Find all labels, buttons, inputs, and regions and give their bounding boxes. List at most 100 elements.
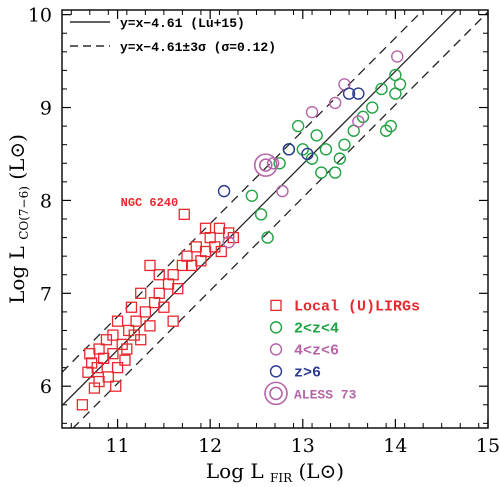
legend-marker-4-outer <box>264 381 288 406</box>
point-2-2 <box>305 105 319 119</box>
legend-marker-label-4: ALESS 73 <box>294 387 357 402</box>
point-0-10 <box>111 361 124 374</box>
point-0-39 <box>227 231 239 244</box>
x-tick-label: 13 <box>291 435 315 457</box>
point-3-3 <box>342 87 356 100</box>
x-tick-label: 14 <box>383 435 407 457</box>
fit-upper-3sigma <box>62 10 425 373</box>
legend-line-label-0: y=x−4.61 (Lu+15) <box>120 16 245 31</box>
point-0-35 <box>204 231 216 244</box>
point-1-19 <box>379 124 393 137</box>
point-0-46 <box>84 348 96 360</box>
point-3-2 <box>301 147 314 161</box>
point-0-12 <box>107 329 119 341</box>
legend-line-label-1: y=x−4.61±3σ (σ=0.12) <box>120 40 276 55</box>
point-0-40 <box>178 208 190 221</box>
point-0-31 <box>186 259 198 272</box>
point-2-5 <box>391 50 404 63</box>
point-0-8 <box>93 343 105 355</box>
point-1-0 <box>245 189 259 202</box>
point-0-13 <box>121 343 133 355</box>
legend-marker-4 <box>269 386 283 401</box>
point-0-49 <box>119 354 131 366</box>
point-1-9 <box>328 166 342 179</box>
point-0-6 <box>102 371 114 383</box>
fit-lines <box>62 10 488 428</box>
point-1-2 <box>261 231 274 244</box>
point-0-44 <box>199 222 212 234</box>
point-1-18 <box>389 68 402 82</box>
point-1-22 <box>315 166 328 179</box>
point-0-20 <box>125 301 138 313</box>
point-0-21 <box>144 320 156 332</box>
point-0-0 <box>76 399 89 411</box>
legend-marker-0 <box>270 299 282 312</box>
legend-markers: Local (U)LIRGs 2<z<4 4<z<6 z>6 ALESS 73 <box>264 298 420 406</box>
legend-marker-3 <box>269 365 283 378</box>
point-0-45 <box>215 245 227 258</box>
point-0-26 <box>153 269 165 281</box>
point-0-28 <box>176 259 189 272</box>
data-points <box>76 50 407 411</box>
point-2-3 <box>328 96 342 110</box>
point-3-4 <box>352 87 365 100</box>
point-4-0 <box>258 158 273 172</box>
axis-labels: Log L FIR (L⊙) Log L CO(7−6) (L⊙) <box>5 134 344 485</box>
point-1-12 <box>356 110 370 124</box>
legend-lines: y=x−4.61 (Lu+15) y=x−4.61±3σ (σ=0.12) <box>70 16 276 55</box>
point-1-21 <box>333 152 347 165</box>
legend-marker-label-1: 2<z<4 <box>294 320 339 337</box>
legend-marker-label-3: z>6 <box>294 364 321 381</box>
point-0-23 <box>153 287 165 299</box>
annotation-ngc6240: NGC 6240 <box>121 196 179 210</box>
y-tick-label: 8 <box>40 190 52 212</box>
point-1-1 <box>254 208 268 221</box>
y-tick-label: 6 <box>40 376 52 398</box>
point-0-43 <box>167 315 179 327</box>
point-0-7 <box>107 348 119 360</box>
point-1-3 <box>273 157 286 170</box>
legend-marker-label-2: 4<z<6 <box>294 342 339 359</box>
legend-marker-1 <box>269 321 283 334</box>
point-0-25 <box>162 278 175 290</box>
point-0-17 <box>130 315 142 327</box>
annotations: NGC 6240 <box>121 196 179 210</box>
y-tick-label: 7 <box>40 283 52 305</box>
point-1-7 <box>310 129 323 142</box>
point-0-32 <box>190 241 202 253</box>
point-0-33 <box>195 255 207 267</box>
legend-marker-label-0: Local (U)LIRGs <box>294 298 420 315</box>
point-1-14 <box>375 82 388 96</box>
y-axis-label: Log L CO(7−6) (L⊙) <box>5 134 31 304</box>
y-tick-label: 10 <box>28 5 52 27</box>
point-0-5 <box>98 352 110 364</box>
point-0-22 <box>148 296 161 309</box>
x-tick-label: 12 <box>198 435 222 457</box>
point-4-0-outer <box>253 153 278 177</box>
point-0-42 <box>144 259 156 272</box>
fit-line <box>62 10 458 407</box>
point-0-47 <box>91 361 103 374</box>
point-0-41 <box>135 287 147 299</box>
point-0-27 <box>167 269 179 281</box>
point-1-8 <box>319 143 333 156</box>
point-0-34 <box>199 245 212 258</box>
point-0-24 <box>158 301 170 313</box>
point-1-15 <box>384 119 397 133</box>
point-0-18 <box>135 334 147 346</box>
x-axis-label: Log L FIR (L⊙) <box>206 459 344 483</box>
point-1-10 <box>338 138 351 151</box>
point-1-6 <box>305 152 319 165</box>
point-0-30 <box>181 250 193 262</box>
point-0-19 <box>139 306 151 318</box>
point-1-13 <box>366 101 379 114</box>
point-0-29 <box>172 283 184 295</box>
point-1-5 <box>296 143 309 156</box>
legend-marker-2 <box>269 343 283 356</box>
point-0-48 <box>110 380 122 392</box>
point-1-20 <box>291 119 305 133</box>
point-0-15 <box>111 315 124 327</box>
fit-lower-3sigma <box>72 11 488 428</box>
